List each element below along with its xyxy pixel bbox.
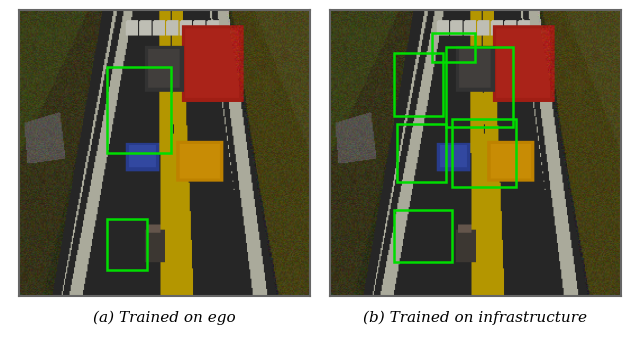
Bar xyxy=(452,119,516,187)
Text: (b) Trained on infrastructure: (b) Trained on infrastructure xyxy=(364,311,588,325)
Bar xyxy=(397,124,446,182)
Bar xyxy=(394,210,452,261)
Bar xyxy=(446,47,513,127)
Bar xyxy=(431,33,475,62)
Text: (a) Trained on ego: (a) Trained on ego xyxy=(93,311,236,325)
Bar xyxy=(394,53,443,116)
Bar xyxy=(106,67,171,153)
Bar xyxy=(106,219,147,270)
